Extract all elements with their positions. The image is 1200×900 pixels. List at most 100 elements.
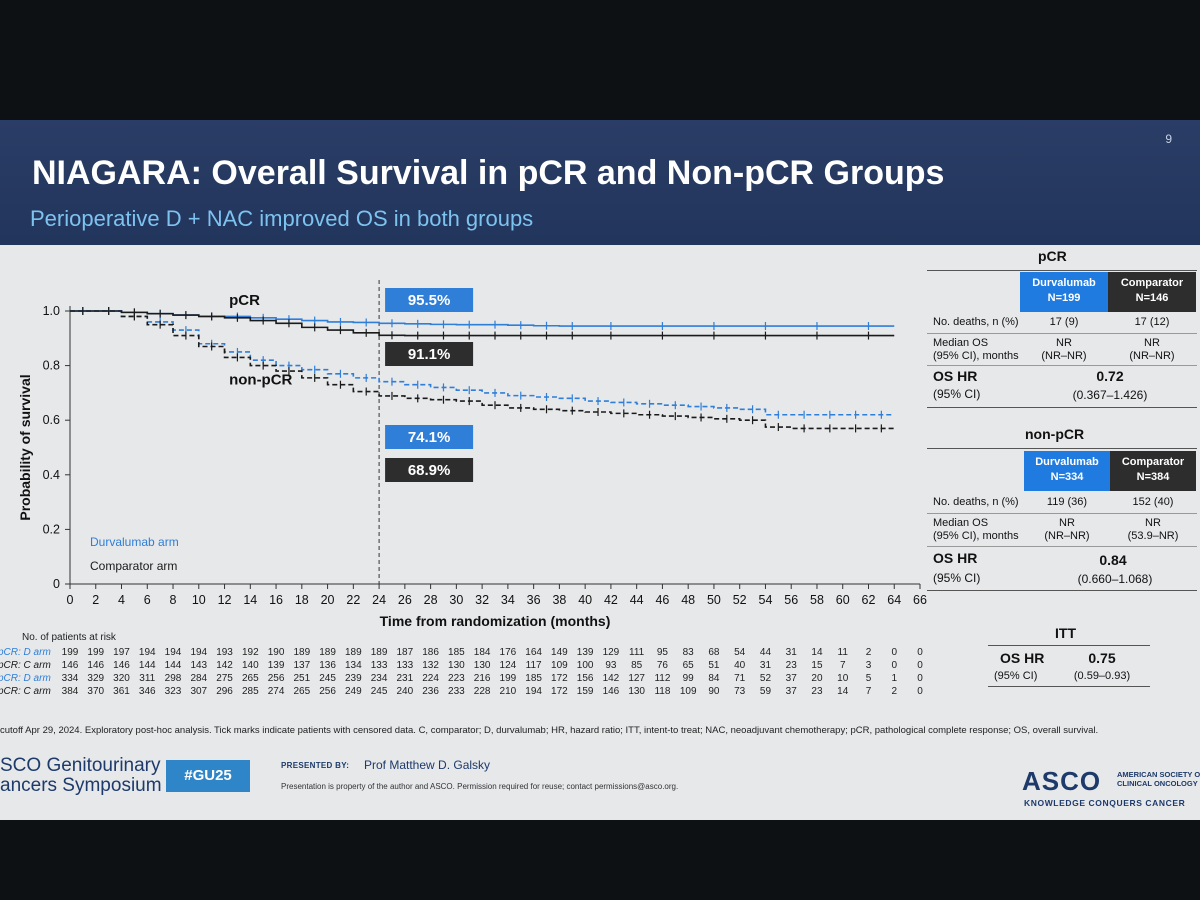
x-tick-label: 46 bbox=[655, 593, 669, 607]
risk-cell: 323 bbox=[164, 686, 182, 697]
risk-cell: 146 bbox=[87, 660, 105, 671]
risk-cell: 164 bbox=[525, 647, 542, 658]
nonpcr-ci-label: (95% CI) bbox=[933, 571, 981, 585]
risk-cell: 65 bbox=[682, 660, 694, 671]
risk-cell: 144 bbox=[164, 660, 182, 671]
risk-cell: 129 bbox=[602, 647, 620, 658]
y-tick-label: 0.6 bbox=[43, 413, 60, 427]
risk-cell: 20 bbox=[811, 673, 823, 684]
x-tick-label: 28 bbox=[424, 593, 438, 607]
pcr-median-c-2: (NR–NR) bbox=[1129, 350, 1175, 362]
nonpcr-deaths-d: 119 (36) bbox=[1046, 496, 1088, 508]
series-npcr_c bbox=[70, 310, 895, 430]
group-label-nonpcr: non-pCR bbox=[229, 372, 292, 389]
risk-cell: 23 bbox=[785, 660, 797, 671]
x-tick-label: 2 bbox=[92, 593, 99, 607]
x-tick-label: 42 bbox=[604, 593, 618, 607]
nonpcr-durvalumab-header: Durvalumab N=334 bbox=[1024, 451, 1110, 491]
risk-cell: 256 bbox=[319, 686, 336, 697]
nonpcr-median-d-2: (NR–NR) bbox=[1044, 530, 1090, 542]
annotation-box bbox=[385, 288, 474, 312]
series-pcr_d bbox=[70, 310, 895, 327]
footnote: cutoff Apr 29, 2024. Exploratory post-ho… bbox=[0, 725, 1099, 736]
y-axis-label: Probability of survival bbox=[17, 374, 33, 520]
risk-cell: 245 bbox=[370, 686, 388, 697]
risk-cell: 100 bbox=[576, 660, 594, 671]
presenter-name: Prof Matthew D. Galsky bbox=[364, 758, 491, 772]
risk-cell: 51 bbox=[708, 660, 720, 671]
risk-cell: 44 bbox=[759, 647, 772, 658]
y-tick-label: 0.4 bbox=[43, 468, 60, 482]
risk-cell: 384 bbox=[61, 686, 79, 697]
risk-cell: 194 bbox=[525, 686, 542, 697]
x-tick-label: 36 bbox=[527, 593, 541, 607]
risk-cell: 142 bbox=[602, 673, 620, 684]
risk-cell: 124 bbox=[499, 660, 517, 671]
risk-cell: 361 bbox=[113, 686, 130, 697]
asco-subtitle: AMERICAN SOCIETY OF CLINICAL ONCOLOGY bbox=[1117, 770, 1200, 788]
pcr-durvalumab-header: Durvalumab N=199 bbox=[1020, 272, 1108, 312]
risk-cell: 334 bbox=[61, 673, 79, 684]
asco-logo: ASCO bbox=[1022, 766, 1102, 796]
risk-cell: 298 bbox=[164, 673, 182, 684]
risk-cell: 296 bbox=[216, 686, 233, 697]
x-tick-label: 18 bbox=[295, 593, 309, 607]
risk-cell: 159 bbox=[576, 686, 594, 697]
risk-cell: 109 bbox=[551, 660, 568, 671]
risk-cell: 2 bbox=[891, 686, 898, 697]
risk-cell: 210 bbox=[499, 686, 517, 697]
y-tick-label: 0.8 bbox=[43, 359, 60, 373]
risk-cell: 14 bbox=[837, 686, 849, 697]
risk-cell: 130 bbox=[448, 660, 465, 671]
risk-cell: 2 bbox=[865, 647, 872, 658]
risk-cell: 73 bbox=[734, 686, 746, 697]
nonpcr-deaths-label: No. deaths, n (%) bbox=[933, 496, 1019, 508]
risk-cell: 1 bbox=[891, 673, 898, 684]
risk-cell: 236 bbox=[422, 686, 439, 697]
risk-cell: 111 bbox=[629, 647, 645, 658]
divider bbox=[927, 448, 1197, 449]
risk-cell: 192 bbox=[241, 647, 259, 658]
risk-cell: 185 bbox=[448, 647, 465, 658]
risk-cell: 275 bbox=[216, 673, 233, 684]
risk-cell: 245 bbox=[319, 673, 336, 684]
risk-cell: 197 bbox=[113, 647, 130, 658]
pcr-comparator-header: Comparator N=146 bbox=[1108, 272, 1196, 312]
risk-cell: 130 bbox=[628, 686, 645, 697]
risk-cell: 189 bbox=[344, 647, 362, 658]
risk-cell: 132 bbox=[422, 660, 439, 671]
risk-cell: 320 bbox=[113, 673, 130, 684]
risk-cell: 144 bbox=[138, 660, 156, 671]
pcr-deaths-label: No. deaths, n (%) bbox=[933, 316, 1019, 328]
risk-cell: 11 bbox=[837, 647, 848, 658]
risk-cell: 185 bbox=[525, 673, 542, 684]
risk-cell: 84 bbox=[708, 673, 720, 684]
pcr-median-d-1: NR bbox=[1056, 337, 1072, 349]
risk-cell: 194 bbox=[138, 647, 156, 658]
divider bbox=[927, 513, 1197, 514]
risk-cell: 156 bbox=[576, 673, 594, 684]
x-tick-label: 22 bbox=[346, 593, 360, 607]
y-tick-label: 0 bbox=[53, 577, 60, 591]
risk-cell: 130 bbox=[473, 660, 491, 671]
risk-cell: 231 bbox=[396, 673, 414, 684]
itt-hr-label: OS HR bbox=[1000, 650, 1045, 666]
x-tick-label: 58 bbox=[810, 593, 824, 607]
risk-cell: 189 bbox=[293, 647, 311, 658]
risk-cell: 85 bbox=[631, 660, 643, 671]
legend-durvalumab: Durvalumab arm bbox=[90, 535, 179, 549]
annotation-label: 68.9% bbox=[408, 462, 451, 479]
risk-cell: 228 bbox=[473, 686, 491, 697]
pcr-median-d-2: (NR–NR) bbox=[1041, 350, 1087, 362]
annotation-box bbox=[385, 342, 474, 366]
risk-cell: 186 bbox=[422, 647, 439, 658]
itt-ci-label: (95% CI) bbox=[994, 670, 1038, 682]
slide-number: 9 bbox=[1165, 132, 1172, 146]
pcr-median-label-1: Median OS bbox=[933, 337, 989, 349]
risk-cell: 71 bbox=[734, 673, 746, 684]
risk-cell: 0 bbox=[891, 660, 898, 671]
risk-cell: 93 bbox=[605, 660, 617, 671]
risk-cell: 199 bbox=[499, 673, 517, 684]
nonpcr-comparator-header: Comparator N=384 bbox=[1110, 451, 1196, 491]
risk-cell: 31 bbox=[785, 647, 797, 658]
